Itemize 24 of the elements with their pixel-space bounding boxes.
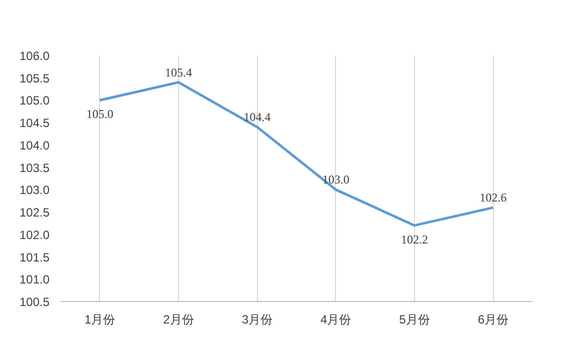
- x-tick-label: 5月份: [399, 312, 430, 326]
- y-tick-label: 102.5: [19, 206, 50, 220]
- x-tick-label: 3月份: [242, 312, 273, 326]
- y-tick-label: 106.0: [19, 49, 50, 63]
- y-tick-label: 100.5: [19, 295, 50, 309]
- x-tick-label: 2月份: [163, 312, 194, 326]
- data-label: 105.0: [86, 107, 114, 122]
- x-tick-label: 4月份: [320, 312, 352, 326]
- data-label: 105.4: [165, 65, 192, 80]
- y-tick-label: 103.5: [19, 160, 50, 175]
- y-tick-label: 103.0: [19, 183, 50, 198]
- y-tick-label: 104.5: [19, 116, 50, 130]
- data-label: 103.0: [322, 172, 350, 187]
- y-tick-label: 101.0: [19, 272, 50, 287]
- x-tick-label: 6月份: [478, 312, 509, 326]
- data-label: 102.2: [401, 232, 428, 246]
- y-tick-label: 105.0: [19, 94, 50, 108]
- y-tick-label: 101.5: [19, 250, 50, 264]
- y-tick-label: 104.0: [19, 138, 50, 152]
- y-tick-label: 102.0: [19, 228, 50, 242]
- y-tick-label: 105.5: [19, 71, 50, 86]
- data-label: 104.4: [244, 110, 271, 124]
- x-tick-label: 1月份: [84, 312, 116, 326]
- data-label: 102.6: [480, 190, 507, 205]
